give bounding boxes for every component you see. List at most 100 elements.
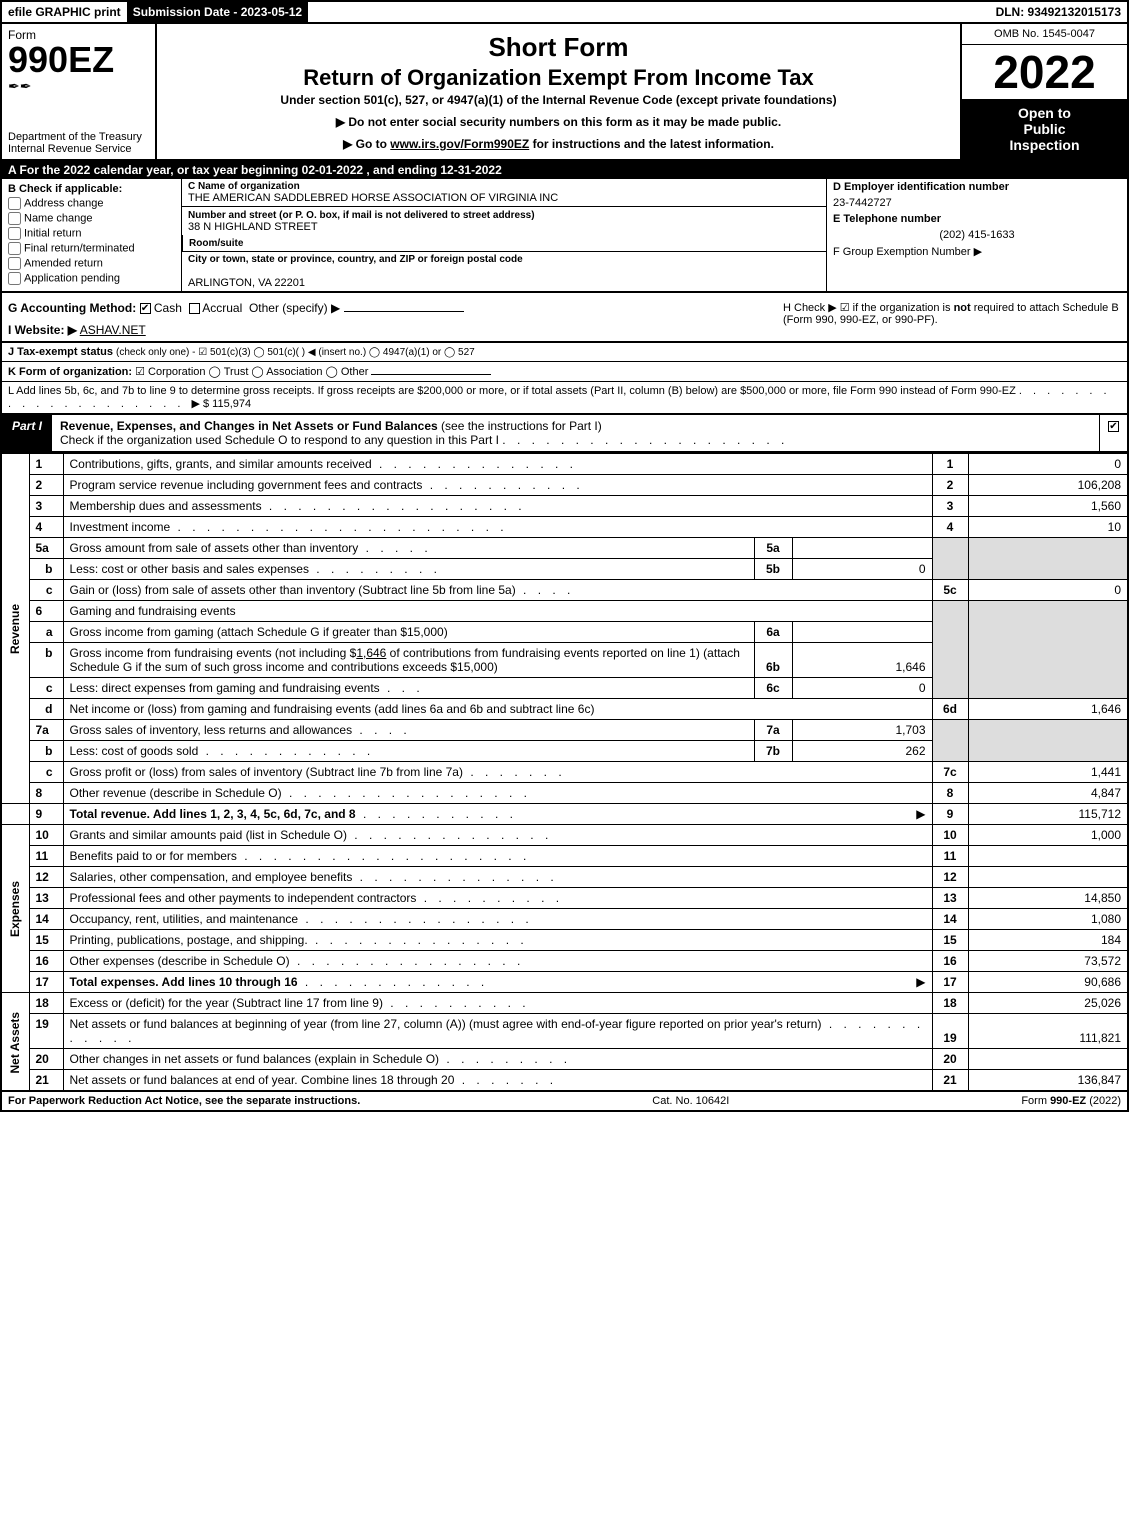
footer-catno: Cat. No. 10642I: [652, 1095, 729, 1107]
line-5c-desc: Gain or (loss) from sale of assets other…: [63, 580, 932, 601]
instr-goto: ▶ Go to www.irs.gov/Form990EZ for instru…: [165, 137, 952, 151]
omb-number: OMB No. 1545-0047: [962, 24, 1127, 45]
line-7c-val: 1,441: [968, 762, 1128, 783]
group-exemption-label: F Group Exemption Number ▶: [827, 243, 1127, 260]
org-name: THE AMERICAN SADDLEBRED HORSE ASSOCIATIO…: [188, 192, 820, 204]
line-12-desc: Salaries, other compensation, and employ…: [63, 867, 932, 888]
line-4-desc: Investment income . . . . . . . . . . . …: [63, 517, 932, 538]
line-14-desc: Occupancy, rent, utilities, and maintena…: [63, 909, 932, 930]
chk-final-return[interactable]: Final return/terminated: [8, 242, 175, 255]
ein-value: 23-7442727: [827, 195, 1127, 211]
footer-paperwork: For Paperwork Reduction Act Notice, see …: [8, 1095, 360, 1107]
line-16-val: 73,572: [968, 951, 1128, 972]
ein-label: D Employer identification number: [827, 179, 1127, 195]
line-11-val: [968, 846, 1128, 867]
line-k-form-of-org: K Form of organization: ☑ Corporation ◯ …: [2, 362, 1127, 382]
line-3-desc: Membership dues and assessments . . . . …: [63, 496, 932, 517]
line-13-val: 14,850: [968, 888, 1128, 909]
line-2-desc: Program service revenue including govern…: [63, 475, 932, 496]
org-name-block: C Name of organization THE AMERICAN SADD…: [182, 179, 826, 207]
line-9-val: 115,712: [968, 804, 1128, 825]
line-6d-desc: Net income or (loss) from gaming and fun…: [63, 699, 932, 720]
chk-accrual[interactable]: [189, 303, 200, 314]
other-accounting-blank[interactable]: [344, 311, 464, 312]
line-6b-desc: Gross income from fundraising events (no…: [63, 643, 754, 678]
col-def: D Employer identification number 23-7442…: [827, 179, 1127, 291]
line-1-desc: Contributions, gifts, grants, and simila…: [63, 454, 932, 475]
line-5b-desc: Less: cost or other basis and sales expe…: [63, 559, 754, 580]
line-6d-val: 1,646: [968, 699, 1128, 720]
header-left: Form 990EZ ✒︎✒︎ Department of the Treasu…: [2, 24, 157, 159]
top-bar: efile GRAPHIC print Submission Date - 20…: [0, 0, 1129, 24]
line-7c-desc: Gross profit or (loss) from sales of inv…: [63, 762, 932, 783]
line-17-desc: Total expenses. Add lines 10 through 16 …: [63, 972, 932, 993]
line-21-val: 136,847: [968, 1070, 1128, 1092]
line-12-val: [968, 867, 1128, 888]
line-6b-val: 1,646: [792, 643, 932, 678]
line-20-desc: Other changes in net assets or fund bala…: [63, 1049, 932, 1070]
line-a-calendar-year: A For the 2022 calendar year, or tax yea…: [0, 161, 1129, 179]
flourish-icon: ✒︎✒︎: [8, 78, 149, 95]
line-20-val: [968, 1049, 1128, 1070]
line-18-val: 25,026: [968, 993, 1128, 1014]
line-1-val: 0: [968, 454, 1128, 475]
side-label-revenue: Revenue: [1, 454, 29, 804]
chk-cash[interactable]: ✔: [140, 303, 151, 314]
line-2-val: 106,208: [968, 475, 1128, 496]
line-13-desc: Professional fees and other payments to …: [63, 888, 932, 909]
side-label-expenses: Expenses: [1, 825, 29, 993]
line-17-val: 90,686: [968, 972, 1128, 993]
line-7b-desc: Less: cost of goods sold . . . . . . . .…: [63, 741, 754, 762]
form-header: Form 990EZ ✒︎✒︎ Department of the Treasu…: [0, 24, 1129, 161]
line-5a-val: [792, 538, 932, 559]
line-5c-val: 0: [968, 580, 1128, 601]
line-j-tax-exempt: J Tax-exempt status (check only one) - ☑…: [2, 343, 1127, 362]
section-bcdef: B Check if applicable: Address change Na…: [0, 179, 1129, 293]
header-title-block: Short Form Return of Organization Exempt…: [157, 24, 962, 159]
footer-form: Form 990-EZ (2022): [1021, 1095, 1121, 1107]
website-value: ASHAV.NET: [80, 323, 146, 337]
return-title: Return of Organization Exempt From Incom…: [165, 65, 952, 91]
submission-date: Submission Date - 2023-05-12: [127, 2, 308, 22]
part1-header: Part I Revenue, Expenses, and Changes in…: [0, 415, 1129, 453]
line-l-gross-receipts: L Add lines 5b, 6c, and 7b to line 9 to …: [2, 382, 1127, 413]
line-l-amount: ▶ $ 115,974: [191, 398, 251, 410]
org-city-block: City or town, state or province, country…: [182, 252, 826, 291]
chk-application-pending[interactable]: Application pending: [8, 272, 175, 285]
line-11-desc: Benefits paid to or for members . . . . …: [63, 846, 932, 867]
line-h-schedule-b: H Check ▶ ☑ if the organization is not r…: [777, 293, 1127, 341]
line-6c-desc: Less: direct expenses from gaming and fu…: [63, 678, 754, 699]
line-8-val: 4,847: [968, 783, 1128, 804]
chk-initial-return[interactable]: Initial return: [8, 227, 175, 240]
header-right: OMB No. 1545-0047 2022 Open to Public In…: [962, 24, 1127, 159]
part1-title: Revenue, Expenses, and Changes in Net As…: [52, 415, 1099, 451]
line-14-val: 1,080: [968, 909, 1128, 930]
page-footer: For Paperwork Reduction Act Notice, see …: [0, 1092, 1129, 1112]
line-15-val: 184: [968, 930, 1128, 951]
section-jkl: J Tax-exempt status (check only one) - ☑…: [0, 343, 1129, 415]
chk-address-change[interactable]: Address change: [8, 197, 175, 210]
irs-link[interactable]: www.irs.gov/Form990EZ: [390, 137, 529, 151]
open-to-public: Open to Public Inspection: [962, 99, 1127, 159]
line-19-desc: Net assets or fund balances at beginning…: [63, 1014, 932, 1049]
line-9-desc: Total revenue. Add lines 1, 2, 3, 4, 5c,…: [63, 804, 932, 825]
line-19-val: 111,821: [968, 1014, 1128, 1049]
under-section: Under section 501(c), 527, or 4947(a)(1)…: [165, 93, 952, 107]
line-i-website: I Website: ▶ ASHAV.NET: [8, 323, 771, 337]
part1-schedule-o-checkbox[interactable]: ✔: [1099, 415, 1127, 451]
part1-lines-table: Revenue 1 Contributions, gifts, grants, …: [0, 453, 1129, 1092]
line-7b-val: 262: [792, 741, 932, 762]
line-6c-val: 0: [792, 678, 932, 699]
dln: DLN: 93492132015173: [990, 2, 1127, 22]
chk-amended-return[interactable]: Amended return: [8, 257, 175, 270]
col-c-org-info: C Name of organization THE AMERICAN SADD…: [182, 179, 827, 291]
tax-year: 2022: [962, 45, 1127, 99]
line-6a-val: [792, 622, 932, 643]
efile-label: efile GRAPHIC print: [2, 2, 127, 22]
line-6a-desc: Gross income from gaming (attach Schedul…: [63, 622, 754, 643]
org-street: 38 N HIGHLAND STREET: [188, 221, 318, 233]
line-16-desc: Other expenses (describe in Schedule O) …: [63, 951, 932, 972]
org-address-block: Number and street (or P. O. box, if mail…: [182, 207, 826, 252]
section-ghi: G Accounting Method: ✔ Cash Accrual Othe…: [0, 293, 1129, 343]
chk-name-change[interactable]: Name change: [8, 212, 175, 225]
